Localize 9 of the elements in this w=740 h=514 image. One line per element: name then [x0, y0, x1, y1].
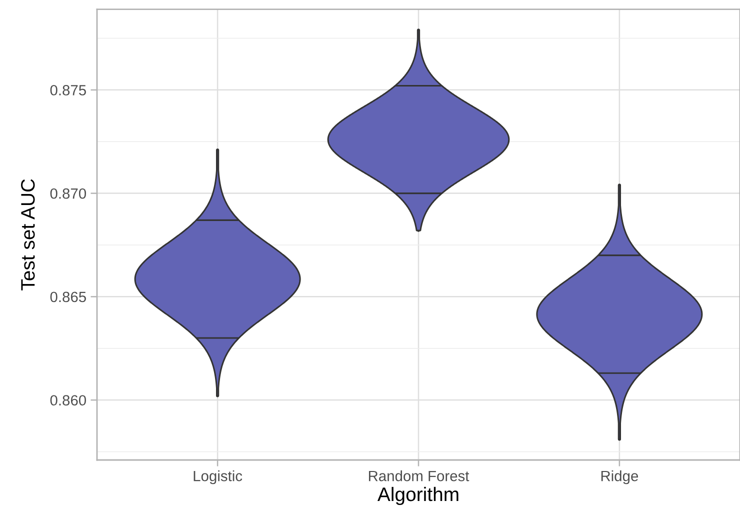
y-tick-label: 0.860 [50, 395, 86, 406]
y-tick-label: 0.865 [50, 292, 86, 302]
x-tick-label: Ridge [601, 470, 638, 484]
x-axis-title: Algorithm [377, 486, 458, 506]
x-tick-label: Random Forest [368, 470, 470, 482]
y-tick-label: 0.870 [50, 188, 86, 199]
x-tick-label: Logistic [194, 470, 242, 484]
y-axis-title: Test set AUC [21, 179, 35, 290]
y-tick-label: 0.875 [50, 84, 86, 96]
